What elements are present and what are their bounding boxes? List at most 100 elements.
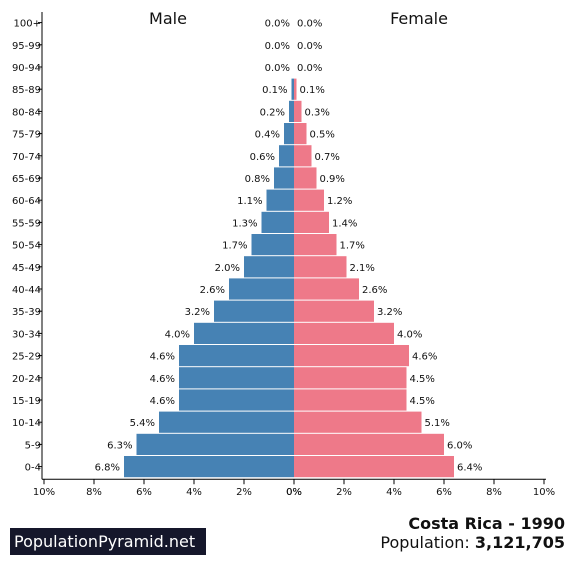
x-tick-label: 2% xyxy=(236,487,252,498)
male-value-label: 2.6% xyxy=(200,285,225,296)
age-group-label: 100+ xyxy=(14,19,41,30)
male-bar xyxy=(159,411,294,433)
age-group-label: 50-54 xyxy=(12,241,41,252)
female-value-label: 0.0% xyxy=(297,63,322,74)
age-group-label: 0-4 xyxy=(25,463,41,474)
female-value-label: 4.5% xyxy=(410,396,435,407)
female-value-label: 4.5% xyxy=(410,374,435,385)
x-tick-label: 0% xyxy=(286,487,302,498)
male-bar xyxy=(284,123,294,145)
male-value-label: 0.2% xyxy=(260,107,285,118)
population-total: Population: 3,121,705 xyxy=(380,533,565,552)
female-value-label: 0.7% xyxy=(315,152,340,163)
female-bar xyxy=(294,389,407,411)
age-group-label: 35-39 xyxy=(12,307,41,318)
female-value-label: 3.2% xyxy=(377,307,402,318)
male-bar xyxy=(251,234,294,256)
female-bar xyxy=(294,345,409,367)
x-tick-label: 10% xyxy=(33,487,55,498)
population-label: Population: xyxy=(380,533,475,552)
female-bar xyxy=(294,433,444,455)
female-value-label: 0.3% xyxy=(305,107,330,118)
female-value-label: 6.0% xyxy=(447,440,472,451)
male-value-label: 1.3% xyxy=(232,218,257,229)
male-bar xyxy=(266,189,294,211)
male-value-label: 4.6% xyxy=(150,374,175,385)
age-group-label: 85-89 xyxy=(12,85,41,96)
age-group-label: 95-99 xyxy=(12,41,41,52)
female-value-label: 1.2% xyxy=(327,196,352,207)
x-tick-label: 8% xyxy=(486,487,502,498)
female-value-label: 4.6% xyxy=(412,352,437,363)
x-tick-label: 2% xyxy=(336,487,352,498)
female-bar xyxy=(294,78,297,100)
female-bar xyxy=(294,123,307,145)
female-bar xyxy=(294,322,394,344)
female-value-label: 0.5% xyxy=(310,130,335,141)
male-bar xyxy=(291,78,294,100)
age-group-label: 10-14 xyxy=(12,418,41,429)
female-value-label: 1.7% xyxy=(340,241,365,252)
male-value-label: 4.6% xyxy=(150,396,175,407)
x-tick-label: 8% xyxy=(86,487,102,498)
female-bar xyxy=(294,256,347,278)
male-bar xyxy=(136,433,294,455)
male-bar xyxy=(279,145,294,167)
male-value-label: 0.8% xyxy=(245,174,270,185)
male-bar xyxy=(179,367,294,389)
x-tick-label: 6% xyxy=(136,487,152,498)
chart-title: Costa Rica - 1990 xyxy=(408,514,565,533)
male-value-label: 0.4% xyxy=(255,130,280,141)
male-value-label: 1.1% xyxy=(237,196,262,207)
male-value-label: 1.7% xyxy=(222,241,247,252)
male-value-label: 0.1% xyxy=(262,85,287,96)
male-bar xyxy=(261,211,294,233)
female-bar xyxy=(294,189,324,211)
male-value-label: 0.6% xyxy=(250,152,275,163)
male-bar xyxy=(229,278,294,300)
age-group-label: 70-74 xyxy=(12,152,41,163)
female-bar xyxy=(294,145,312,167)
male-value-label: 5.4% xyxy=(130,418,155,429)
age-group-label: 25-29 xyxy=(12,352,41,363)
age-group-label: 65-69 xyxy=(12,174,41,185)
age-group-label: 45-49 xyxy=(12,263,41,274)
female-bar xyxy=(294,211,329,233)
male-value-label: 4.6% xyxy=(150,352,175,363)
x-tick-label: 4% xyxy=(186,487,202,498)
x-tick-label: 6% xyxy=(436,487,452,498)
female-bar xyxy=(294,367,407,389)
male-bar xyxy=(179,389,294,411)
female-bar xyxy=(294,300,374,322)
male-bar xyxy=(214,300,294,322)
male-value-label: 0.0% xyxy=(265,63,290,74)
female-value-label: 4.0% xyxy=(397,329,422,340)
male-bar xyxy=(194,322,294,344)
age-group-label: 40-44 xyxy=(12,285,41,296)
brand-logo[interactable]: PopulationPyramid.net xyxy=(10,528,206,555)
female-value-label: 5.1% xyxy=(425,418,450,429)
x-tick-label: 0% xyxy=(286,487,302,498)
female-bar xyxy=(294,278,359,300)
male-side-label: Male xyxy=(149,9,187,28)
male-bar xyxy=(244,256,294,278)
female-bar xyxy=(294,456,454,478)
age-group-label: 30-34 xyxy=(12,329,41,340)
age-group-label: 20-24 xyxy=(12,374,41,385)
female-value-label: 0.1% xyxy=(300,85,325,96)
female-value-label: 0.9% xyxy=(320,174,345,185)
female-bar xyxy=(294,100,302,122)
male-bar xyxy=(289,100,294,122)
male-value-label: 3.2% xyxy=(185,307,210,318)
female-bar xyxy=(294,411,422,433)
age-group-label: 55-59 xyxy=(12,218,41,229)
female-value-label: 6.4% xyxy=(457,463,482,474)
x-tick-label: 4% xyxy=(386,487,402,498)
male-value-label: 2.0% xyxy=(215,263,240,274)
age-group-label: 90-94 xyxy=(12,63,41,74)
age-group-label: 5-9 xyxy=(25,440,41,451)
male-bar xyxy=(124,456,294,478)
age-group-label: 75-79 xyxy=(12,130,41,141)
age-group-label: 60-64 xyxy=(12,196,41,207)
female-value-label: 2.6% xyxy=(362,285,387,296)
